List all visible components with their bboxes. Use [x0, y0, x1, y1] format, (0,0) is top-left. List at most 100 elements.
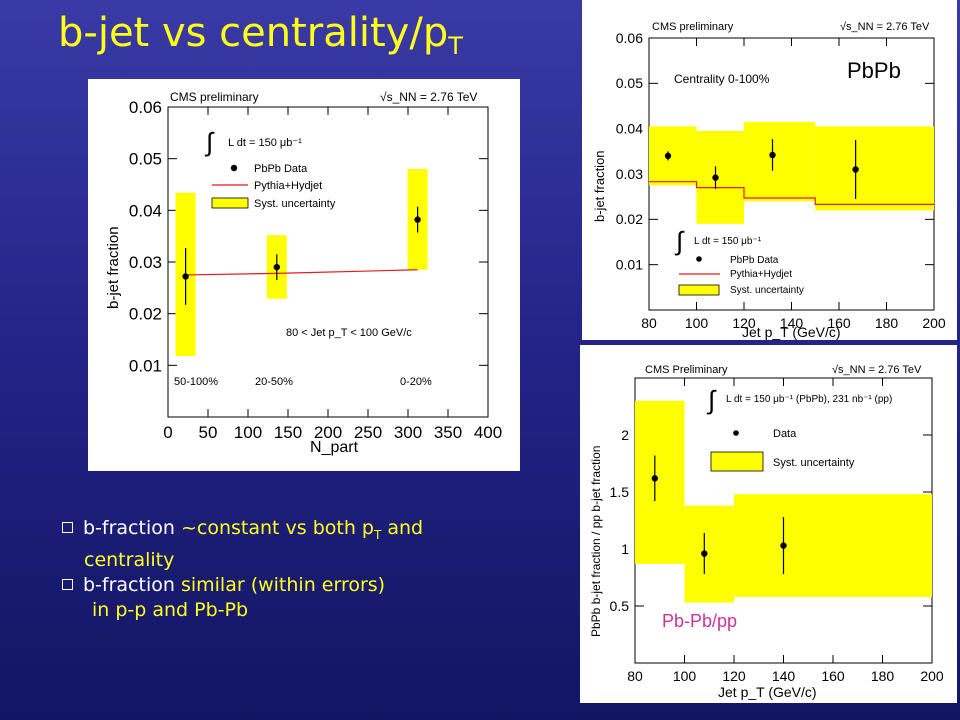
mc-curve	[185, 269, 418, 276]
y-tick-label: 0.06	[129, 98, 162, 117]
legend-data-marker	[733, 430, 739, 436]
legend-syst-box	[678, 284, 720, 296]
x-tick-label: 160	[827, 315, 851, 331]
x-tick-label: 100	[685, 315, 709, 331]
bullet-box-icon	[62, 522, 73, 533]
x-tick-label: 350	[434, 423, 462, 442]
data-point	[712, 174, 719, 181]
legend-integral-sign: ∫	[674, 226, 685, 256]
header-right: √s_NN = 2.76 TeV	[832, 364, 922, 376]
data-point	[273, 263, 280, 271]
x-tick-label: 140	[772, 668, 796, 684]
y-tick-label: 0.02	[616, 211, 643, 227]
syst-band	[635, 400, 685, 564]
y-axis-label: b-jet fraction	[592, 150, 607, 222]
pbpb-label: PbPb	[847, 58, 901, 83]
legend-item-mc: Pythia+Hydjet	[254, 180, 322, 192]
y-tick-label: 0.5	[610, 598, 630, 614]
bullet-1-continuation: centrality	[84, 548, 175, 571]
x-tick-label: 250	[354, 423, 382, 442]
bullet-box-icon	[62, 578, 73, 590]
data-point	[852, 166, 859, 173]
chart-ratio: 80 100 120 140 160 180 200 0.5 1 1.5 2 CMS Prelimi…	[589, 364, 944, 700]
x-tick-label: 140	[780, 315, 804, 331]
syst-band	[734, 494, 932, 597]
chart-ratio-panel: 80 100 120 140 160 180 200 0.5 1 1.5 2 CMS Prelimi…	[580, 345, 957, 703]
y-tick-label: 1	[621, 541, 629, 557]
chart-pt-panel: 80 100 120 140 160 180 200 0.01 0.02 0.03 0.04 0.05…	[582, 0, 957, 340]
chart-npart-panel: 0 50 100 150 200 250 300 350 400 0.01 0.02 0.03 0.04…	[88, 79, 520, 471]
centrality-label-1: 50-100%	[174, 376, 218, 388]
syst-band	[744, 121, 816, 202]
ratio-label: Pb-Pb/pp	[662, 611, 737, 631]
data-point	[780, 542, 787, 549]
plot-frame	[167, 106, 489, 418]
x-tick-label: 80	[641, 315, 657, 331]
y-tick-label: 0.06	[616, 30, 643, 46]
x-tick-label: 180	[875, 315, 899, 331]
syst-band	[815, 126, 934, 211]
y-tick-label: 2	[621, 427, 629, 443]
y-tick-label: 0.02	[129, 305, 162, 324]
centrality-label-2: 20-50%	[255, 376, 293, 388]
legend-lumi: L dt = 150 μb⁻¹ (PbPb), 231 nb⁻¹ (pp)	[726, 394, 892, 405]
syst-band	[649, 126, 697, 186]
data-point	[701, 550, 708, 557]
x-tick-label: 150	[274, 423, 302, 442]
y-tick-label: 0.03	[616, 166, 643, 182]
x-tick-label: 100	[234, 423, 262, 442]
data-point	[182, 273, 189, 280]
header-left: CMS preliminary	[170, 90, 259, 104]
legend-lumi: L dt = 150 μb⁻¹	[228, 137, 302, 149]
bullet-2: b-fraction similar (within errors)	[62, 573, 562, 598]
data-point	[651, 475, 658, 482]
legend-data-marker	[696, 256, 702, 262]
bullet-1: b-fraction ~constant vs both pT and	[62, 516, 562, 548]
x-tick-label: 200	[922, 315, 946, 331]
x-axis-label: Jet p_T (GeV/c)	[742, 324, 841, 340]
header-right: √s_NN = 2.76 TeV	[380, 90, 477, 104]
data-point	[769, 151, 776, 159]
x-tick-label: 300	[394, 423, 422, 442]
y-tick-label: 0.01	[129, 356, 162, 375]
legend-syst-box	[211, 197, 249, 209]
y-tick-label: 1.5	[610, 484, 630, 500]
y-axis-label: b-jet fraction	[105, 226, 122, 309]
legend-item-syst: Syst. uncertainty	[254, 198, 336, 210]
centrality-annotation: Centrality 0-100%	[674, 72, 770, 86]
slide-title: b-jet vs centrality/pT	[58, 10, 463, 60]
legend-integral-sign: ∫	[706, 385, 717, 415]
legend-item-data: PbPb Data	[730, 255, 779, 266]
x-tick-label: 200	[314, 423, 342, 442]
legend-data-marker	[230, 164, 238, 172]
data-point	[664, 152, 672, 160]
centrality-label-3: 0-20%	[400, 376, 432, 388]
syst-band	[684, 505, 734, 603]
chart-npart: 0 50 100 150 200 250 300 350 400 0.01 0.02 0.03 0.04…	[105, 90, 502, 456]
mc-histogram	[649, 181, 934, 205]
legend-item-syst: Syst. uncertainty	[773, 457, 855, 469]
legend-lumi: L dt = 150 μb⁻¹	[694, 236, 762, 247]
x-axis-label: Jet p_T (GeV/c)	[718, 684, 817, 700]
pt-cut-annotation: 80 < Jet p_T < 100 GeV/c	[286, 327, 412, 339]
y-tick-label: 0.04	[616, 121, 643, 137]
x-tick-label: 180	[871, 668, 895, 684]
legend-item-syst: Syst. uncertainty	[730, 285, 804, 296]
y-tick-label: 0.04	[129, 201, 162, 220]
x-tick-label: 120	[732, 315, 756, 331]
bullet-2-continuation: in p-p and Pb-Pb	[92, 598, 249, 621]
x-tick-label: 0	[163, 423, 172, 442]
y-axis-label: PbPb b-jet fraction / pp b-jet fraction	[589, 446, 603, 637]
x-axis-label: N_part	[310, 439, 359, 456]
data-point	[414, 216, 421, 223]
bullet-list: b-fraction ~constant vs both pT and cent…	[62, 516, 562, 623]
y-tick-label: 0.05	[129, 150, 162, 169]
x-tick-label: 200	[920, 668, 944, 684]
x-tick-label: 400	[474, 423, 502, 442]
y-tick-label: 0.05	[616, 75, 643, 91]
header-right: √s_NN = 2.76 TeV	[840, 21, 930, 33]
x-tick-label: 50	[199, 423, 218, 442]
y-tick-label: 0.03	[129, 253, 162, 272]
header-left: CMS preliminary	[652, 21, 734, 33]
x-tick-label: 80	[627, 668, 643, 684]
